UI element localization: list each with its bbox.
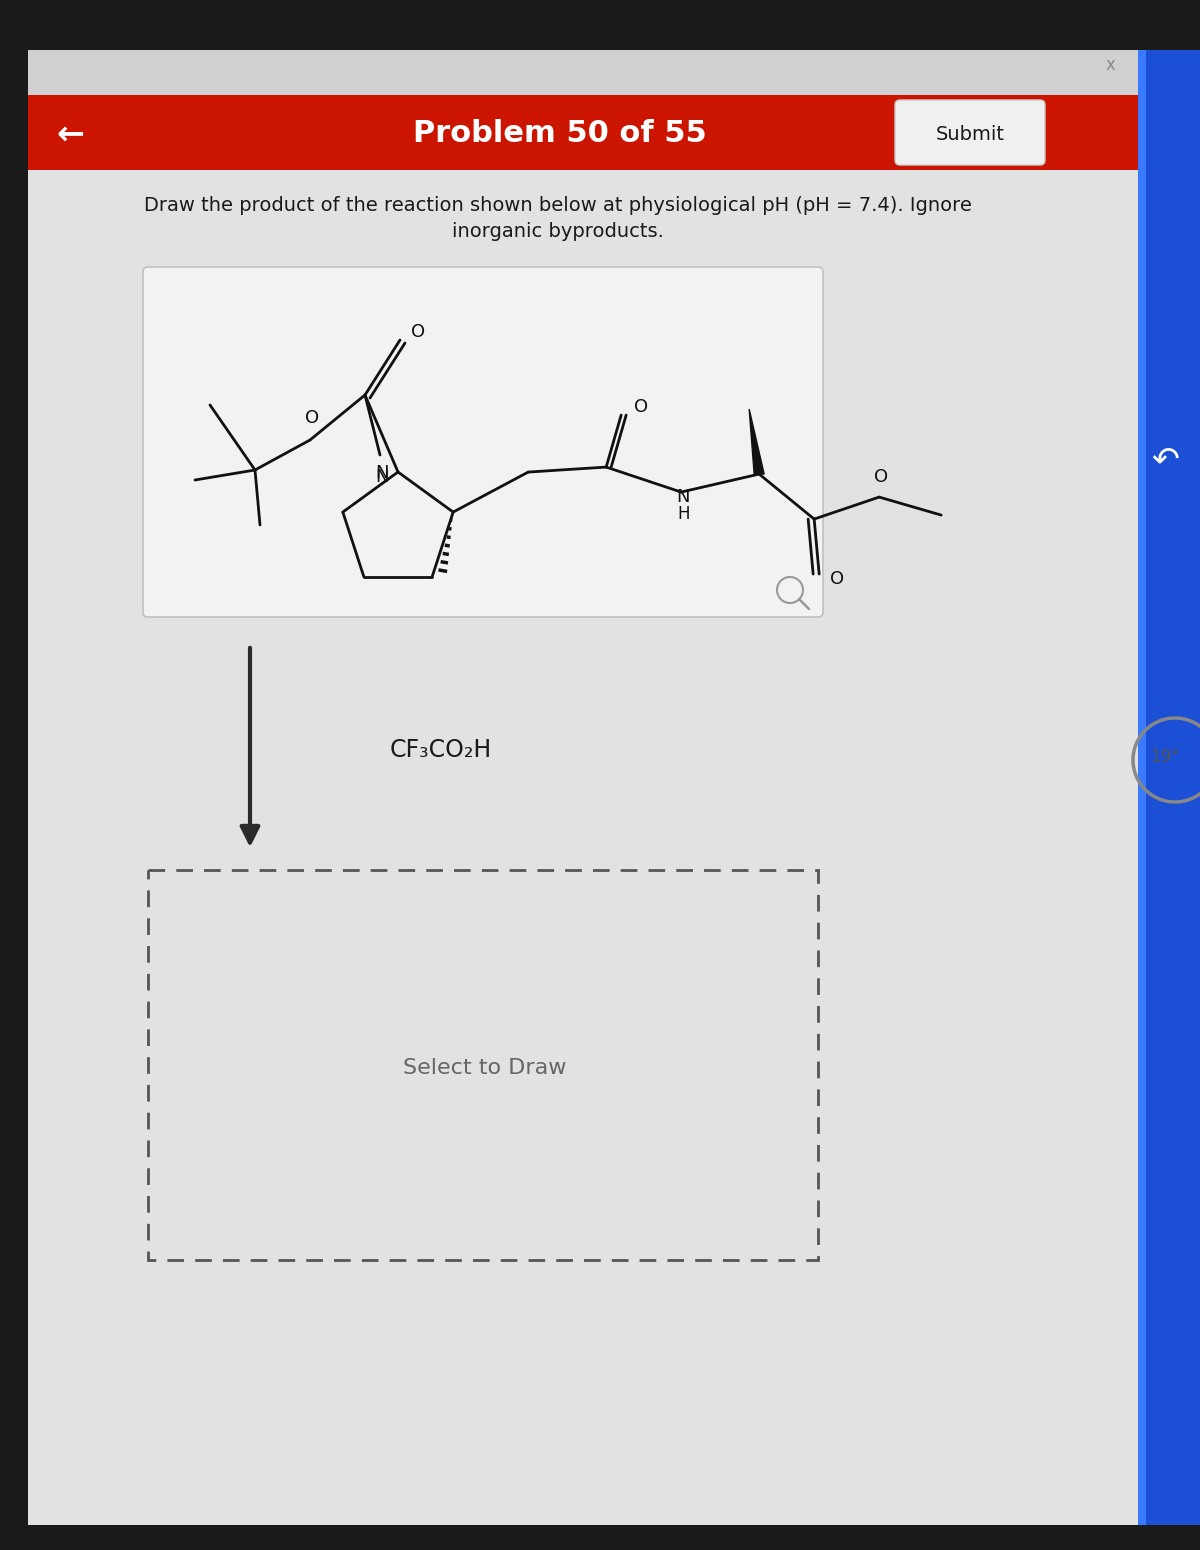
- Text: inorganic byproducts.: inorganic byproducts.: [452, 222, 664, 240]
- Text: O: O: [830, 570, 845, 587]
- Text: O: O: [410, 322, 425, 341]
- Text: O: O: [634, 398, 648, 415]
- Text: N: N: [376, 463, 389, 482]
- Text: N: N: [677, 488, 690, 507]
- Text: 19°: 19°: [1151, 749, 1180, 766]
- Text: ↶: ↶: [1151, 443, 1178, 476]
- Text: N: N: [376, 468, 389, 487]
- Bar: [1138, 50, 1146, 1525]
- FancyBboxPatch shape: [895, 101, 1045, 164]
- Text: O: O: [874, 468, 888, 487]
- Bar: [28, 50, 1146, 95]
- Bar: [1138, 50, 1200, 1525]
- Text: CF₃CO₂H: CF₃CO₂H: [390, 738, 492, 763]
- Text: Draw the product of the reaction shown below at physiological pH (pH = 7.4). Ign: Draw the product of the reaction shown b…: [144, 195, 972, 215]
- Text: H: H: [677, 505, 690, 522]
- Text: Submit: Submit: [936, 124, 1004, 144]
- FancyBboxPatch shape: [143, 267, 823, 617]
- Text: Select to Draw: Select to Draw: [403, 1059, 566, 1077]
- Polygon shape: [749, 409, 764, 474]
- Bar: [148, 870, 818, 1260]
- Bar: [28, 95, 1146, 170]
- Text: Problem 50 of 55: Problem 50 of 55: [413, 119, 707, 149]
- Text: ←: ←: [56, 118, 84, 150]
- Text: O: O: [305, 409, 319, 426]
- Text: x: x: [1105, 56, 1115, 74]
